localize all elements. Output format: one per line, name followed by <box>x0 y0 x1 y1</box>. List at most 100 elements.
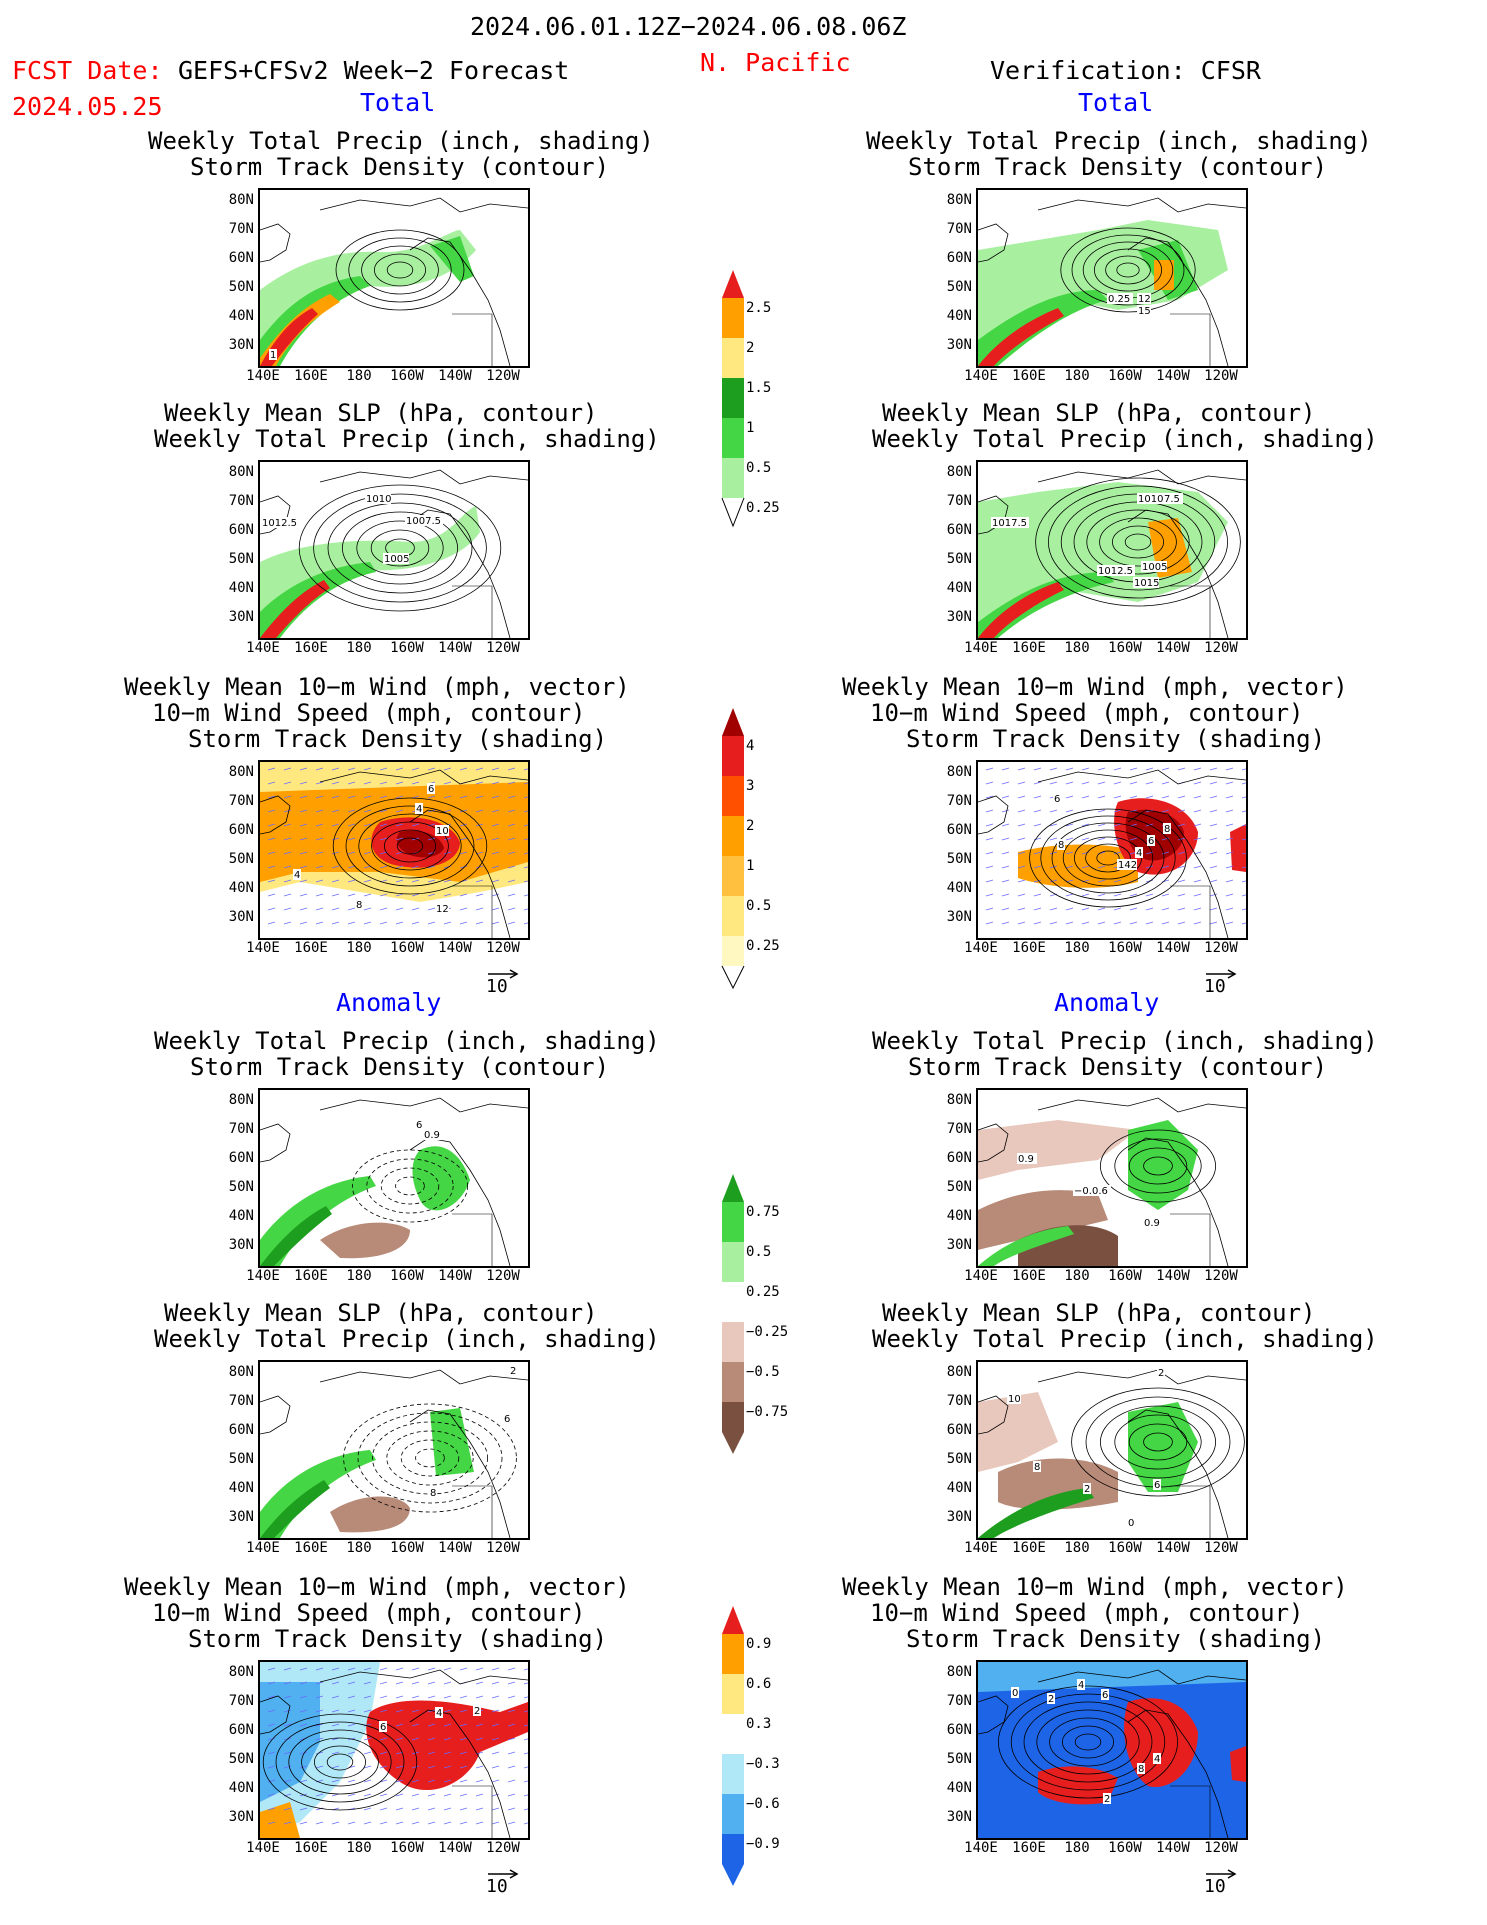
lon-label: 120W <box>1204 940 1238 956</box>
wind-vector <box>395 781 404 785</box>
wind-vector <box>363 907 372 911</box>
wind-vector <box>1049 879 1058 883</box>
contour-line <box>1062 829 1154 887</box>
section-total-forecast: Total <box>360 88 436 117</box>
title-ver-wind-3: Storm Track Density (shading) <box>906 725 1326 753</box>
wind-vector <box>475 1737 484 1741</box>
contour-label-bg <box>1147 835 1155 846</box>
wind-vector <box>1033 809 1042 813</box>
coastline-arctic <box>1037 1097 1246 1113</box>
contour-label-bg <box>435 903 449 914</box>
wind-vector <box>379 907 388 911</box>
wind-vector <box>1113 795 1122 799</box>
precip-anom-core <box>260 1480 330 1538</box>
lon-label: 160W <box>1108 1540 1142 1556</box>
contour-label-bg <box>415 803 423 814</box>
contour-label: 1007.5 <box>406 516 441 527</box>
lon-label: 160W <box>1108 940 1142 956</box>
lon-label: 140E <box>964 1840 998 1856</box>
lon-label: 180 <box>346 1540 372 1556</box>
wind-vector <box>1241 768 1246 771</box>
wind-vector <box>1129 767 1138 771</box>
wind-vector <box>283 1779 292 1783</box>
wind-vector <box>427 1821 436 1825</box>
contour-line <box>1143 1432 1173 1452</box>
wind-vector <box>299 1779 308 1783</box>
wind-vector <box>411 1793 420 1797</box>
storm-anom-pos <box>366 1700 528 1791</box>
state-border <box>1170 585 1211 638</box>
coastline-arctic <box>319 469 528 485</box>
wind-vector <box>1209 837 1218 841</box>
wind-vector <box>331 907 340 911</box>
contour-line <box>1051 822 1165 894</box>
wind-vector <box>1145 907 1154 911</box>
contour-line <box>1128 1147 1188 1185</box>
contour-label-bg <box>1157 1367 1165 1378</box>
precip-alaska <box>430 236 474 282</box>
wind-vector <box>1049 851 1058 855</box>
wind-vector <box>315 1765 324 1769</box>
wind-vector <box>443 809 452 813</box>
wind-vector <box>491 1793 500 1797</box>
wind-vector <box>395 1737 404 1741</box>
lon-label: 180 <box>1064 940 1090 956</box>
contour-line <box>314 1745 367 1779</box>
cb1-label-0: 2.5 <box>746 300 772 316</box>
lat-label: 80N <box>228 1364 254 1380</box>
title-fc-wind-anom-2: 10−m Wind Speed (mph, contour) <box>152 1599 586 1627</box>
contour-label: 1015 <box>1134 578 1159 589</box>
contour-line <box>370 529 430 567</box>
contour-label-bg <box>261 517 299 528</box>
contour-label: 1010 <box>1138 494 1163 505</box>
contour-label: 4 <box>416 804 422 815</box>
wind-vector <box>1161 851 1170 855</box>
wind-vector <box>1145 795 1154 799</box>
lat-label: 50N <box>228 1179 254 1195</box>
lat-label: 70N <box>946 1121 972 1137</box>
wind-vector <box>395 809 404 813</box>
wind-vector <box>379 893 388 897</box>
wind-vector <box>1209 767 1218 771</box>
wind-vector <box>363 1765 372 1769</box>
wind-vector <box>523 1682 528 1685</box>
wind-vector <box>491 1779 500 1783</box>
wind-vector <box>411 781 420 785</box>
coastline-arctic <box>1037 769 1246 785</box>
lon-label: 180 <box>346 368 372 384</box>
contour-label-bg <box>509 1365 517 1376</box>
lon-label: 160E <box>1012 1540 1046 1556</box>
wind-vector <box>1001 921 1010 925</box>
wind-vector <box>1081 907 1090 911</box>
title-ver-wind-2: 10−m Wind Speed (mph, contour) <box>870 699 1304 727</box>
wind-vector <box>523 1724 528 1727</box>
lon-label: 120W <box>486 1840 520 1856</box>
contour-line <box>361 245 439 295</box>
section-anomaly-verification: Anomaly <box>1054 988 1160 1017</box>
cb2-label-5: 0.25 <box>746 938 780 954</box>
lon-label: 120W <box>486 940 520 956</box>
coastline-arctic <box>319 1097 528 1113</box>
wind-vector <box>331 1695 340 1699</box>
contour-label-bg <box>423 1129 443 1140</box>
lat-label: 30N <box>946 609 972 625</box>
wind-vector <box>363 823 372 827</box>
lat-label: 40N <box>228 880 254 896</box>
contour-label: 0.6 <box>1092 1186 1108 1197</box>
coastline-namerica <box>409 237 511 366</box>
contour-label: 4 <box>1154 1754 1160 1765</box>
wind-vector <box>443 781 452 785</box>
cb3-label-2: 0.25 <box>746 1284 780 1300</box>
title-fc-precip-2: Storm Track Density (contour) <box>190 153 610 181</box>
wind-vector <box>1129 795 1138 799</box>
wind-vector <box>985 781 994 785</box>
wind-vector <box>379 823 388 827</box>
wind-vector <box>1081 795 1090 799</box>
coastline-namerica <box>409 1709 511 1838</box>
contour-line <box>357 1412 503 1504</box>
wind-vector <box>283 1681 292 1685</box>
wind-vector <box>475 1779 484 1783</box>
precip-gulf-core <box>1154 260 1174 290</box>
wind-vector <box>363 781 372 785</box>
state-border <box>1170 313 1211 366</box>
